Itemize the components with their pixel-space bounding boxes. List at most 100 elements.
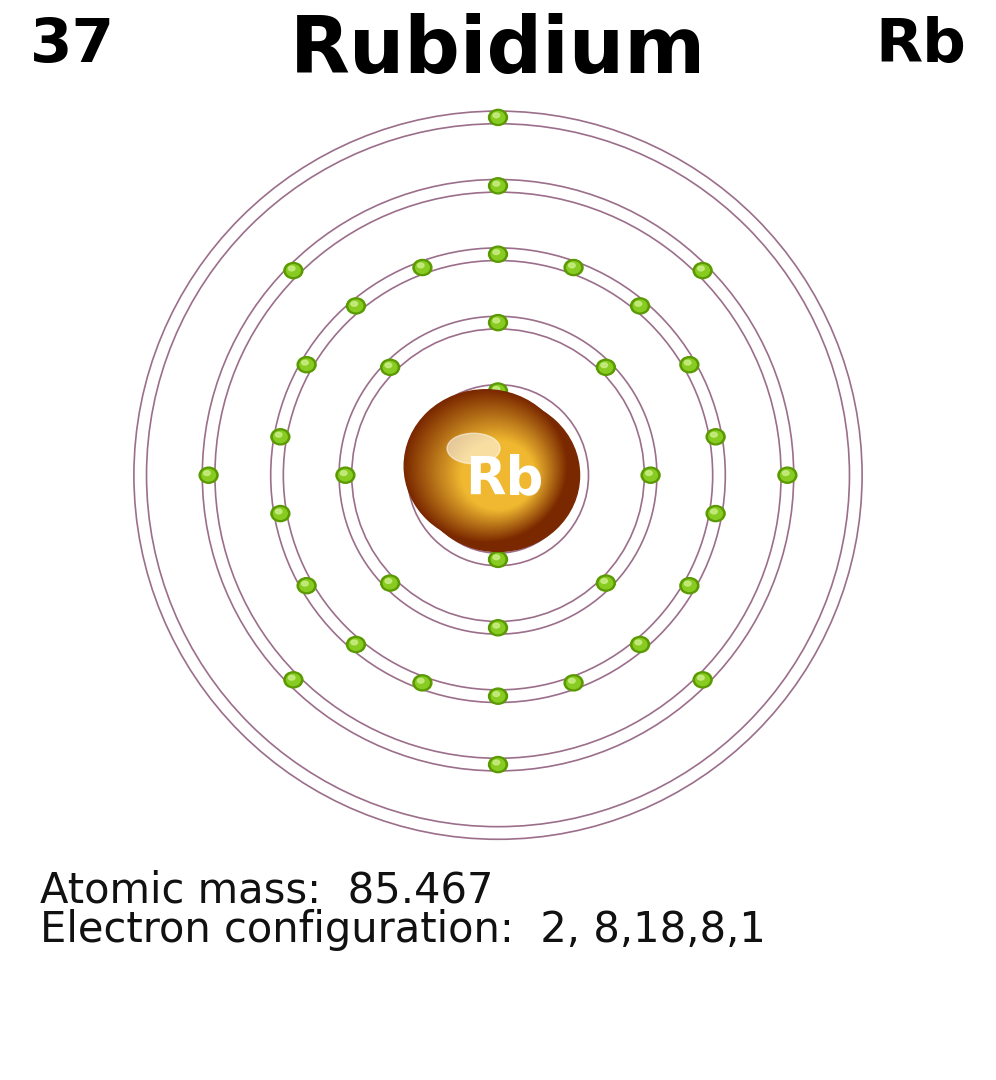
Ellipse shape xyxy=(449,431,542,516)
Ellipse shape xyxy=(419,403,559,534)
Ellipse shape xyxy=(488,246,508,262)
Ellipse shape xyxy=(493,760,500,765)
Ellipse shape xyxy=(696,674,709,686)
Text: Vector: Vector xyxy=(30,1025,97,1044)
Ellipse shape xyxy=(680,356,699,373)
Ellipse shape xyxy=(289,675,295,680)
Ellipse shape xyxy=(417,264,424,268)
Ellipse shape xyxy=(456,436,538,512)
Ellipse shape xyxy=(430,413,553,528)
Ellipse shape xyxy=(350,300,363,312)
Ellipse shape xyxy=(493,319,500,323)
Ellipse shape xyxy=(302,361,308,365)
Ellipse shape xyxy=(709,508,722,519)
Ellipse shape xyxy=(284,262,303,279)
Ellipse shape xyxy=(633,638,646,650)
Ellipse shape xyxy=(682,580,696,592)
Ellipse shape xyxy=(441,423,546,521)
Ellipse shape xyxy=(599,578,613,589)
Ellipse shape xyxy=(447,433,500,463)
Ellipse shape xyxy=(452,432,540,515)
Ellipse shape xyxy=(417,678,424,684)
Ellipse shape xyxy=(417,402,560,535)
Ellipse shape xyxy=(706,505,725,522)
Ellipse shape xyxy=(451,432,541,515)
Text: Stock: Stock xyxy=(82,1025,147,1044)
Ellipse shape xyxy=(300,359,314,370)
Ellipse shape xyxy=(275,509,282,514)
Text: Atomic mass:  85.467: Atomic mass: 85.467 xyxy=(40,869,493,912)
Ellipse shape xyxy=(635,301,641,307)
Text: ®: ® xyxy=(126,1023,139,1036)
Ellipse shape xyxy=(339,470,353,481)
Ellipse shape xyxy=(680,578,699,594)
Ellipse shape xyxy=(781,470,794,481)
Ellipse shape xyxy=(446,428,544,518)
Ellipse shape xyxy=(423,406,557,531)
Ellipse shape xyxy=(493,691,500,697)
Text: Rb: Rb xyxy=(875,16,966,76)
Ellipse shape xyxy=(601,579,608,583)
Ellipse shape xyxy=(597,575,616,591)
Ellipse shape xyxy=(633,300,646,312)
Ellipse shape xyxy=(493,181,500,186)
Ellipse shape xyxy=(414,400,562,537)
Ellipse shape xyxy=(491,386,505,396)
Ellipse shape xyxy=(383,578,397,589)
Ellipse shape xyxy=(710,509,717,514)
Ellipse shape xyxy=(438,420,548,523)
Ellipse shape xyxy=(287,674,300,686)
Ellipse shape xyxy=(488,109,508,125)
Ellipse shape xyxy=(778,468,797,483)
Ellipse shape xyxy=(630,636,649,652)
Ellipse shape xyxy=(380,360,399,376)
Ellipse shape xyxy=(488,688,508,704)
Ellipse shape xyxy=(415,261,429,273)
Ellipse shape xyxy=(488,178,508,194)
Ellipse shape xyxy=(416,401,561,536)
Ellipse shape xyxy=(413,675,432,691)
Ellipse shape xyxy=(569,678,576,684)
Ellipse shape xyxy=(271,429,290,445)
Ellipse shape xyxy=(432,415,552,526)
Ellipse shape xyxy=(461,441,535,510)
Ellipse shape xyxy=(684,361,691,365)
Ellipse shape xyxy=(493,623,500,629)
Text: VectorStock.com/6060685: VectorStock.com/6060685 xyxy=(691,1025,966,1044)
Ellipse shape xyxy=(564,675,583,691)
Text: 37: 37 xyxy=(30,16,115,76)
Ellipse shape xyxy=(493,249,500,255)
Ellipse shape xyxy=(488,383,508,400)
Ellipse shape xyxy=(444,426,545,519)
Ellipse shape xyxy=(431,414,552,527)
Ellipse shape xyxy=(347,636,366,652)
Ellipse shape xyxy=(693,672,712,688)
Ellipse shape xyxy=(693,262,712,279)
Ellipse shape xyxy=(420,404,558,532)
Ellipse shape xyxy=(297,578,316,594)
Ellipse shape xyxy=(409,394,565,540)
Ellipse shape xyxy=(697,266,704,271)
Ellipse shape xyxy=(447,429,543,517)
Ellipse shape xyxy=(454,434,539,514)
Ellipse shape xyxy=(385,579,391,583)
Ellipse shape xyxy=(415,677,429,689)
Ellipse shape xyxy=(491,554,505,565)
Ellipse shape xyxy=(347,298,366,314)
Ellipse shape xyxy=(404,390,568,542)
Ellipse shape xyxy=(351,301,358,307)
Ellipse shape xyxy=(289,266,295,271)
Ellipse shape xyxy=(491,690,505,702)
Ellipse shape xyxy=(599,362,613,373)
Ellipse shape xyxy=(421,405,558,532)
Ellipse shape xyxy=(416,399,580,552)
Ellipse shape xyxy=(439,421,548,523)
Ellipse shape xyxy=(455,435,538,513)
Ellipse shape xyxy=(458,437,537,512)
Ellipse shape xyxy=(284,672,303,688)
Ellipse shape xyxy=(491,111,505,123)
Ellipse shape xyxy=(442,424,546,521)
Ellipse shape xyxy=(459,438,536,511)
Ellipse shape xyxy=(297,356,316,373)
Ellipse shape xyxy=(710,432,717,437)
